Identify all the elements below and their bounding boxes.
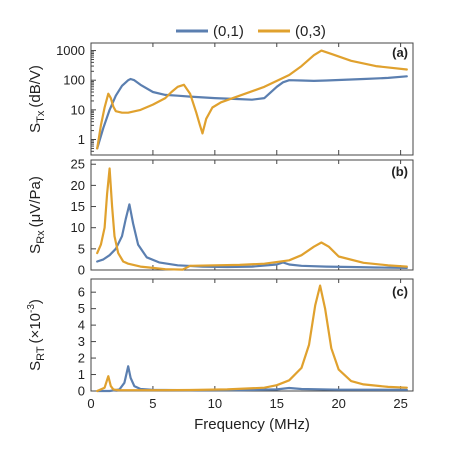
panel-b: 0 5 10 15 20 25 (b) SRx(μV/Pa) xyxy=(27,157,414,278)
panel-c-y-tick-label: 1 xyxy=(78,367,85,382)
panel-b-y-tick-label: 0 xyxy=(78,263,85,278)
panel-b-y-tick-label: 20 xyxy=(71,178,85,193)
panel-b-y-tick-label: 5 xyxy=(78,241,85,256)
x-tick-label: 20 xyxy=(331,396,345,411)
panel-a-series-0-1-line xyxy=(96,75,408,150)
panel-b-y-ticks: 0 5 10 15 20 25 xyxy=(71,157,96,278)
panel-c-y-tick-label: 3 xyxy=(78,334,85,349)
panel-b-series-0-3-line xyxy=(96,167,408,271)
panel-c-lines xyxy=(96,284,408,393)
x-tick-label: 10 xyxy=(208,396,222,411)
panel-c-y-tick-label: 5 xyxy=(78,301,85,316)
panel-c-y-ticks: 0 12 34 56 xyxy=(78,285,96,399)
panel-b-y-tick-label: 25 xyxy=(71,157,85,172)
panel-b-y-tick-label: 15 xyxy=(71,199,85,214)
panel-c-y-axis-label: SRT(×10-3) xyxy=(26,299,47,371)
panel-a: 1 10 100 1000 (a) STx(dB/V) xyxy=(27,42,414,156)
panel-a-x-ticks xyxy=(90,43,402,155)
panel-a-frame xyxy=(90,42,414,156)
panel-c-y-tick-label: 0 xyxy=(78,384,85,399)
panel-c-tag: (c) xyxy=(392,284,408,299)
panel-a-y-tick-label: 1 xyxy=(78,132,85,147)
legend: (0,1) (0,3) xyxy=(176,23,326,40)
panel-c-frame xyxy=(90,278,414,392)
panel-c-y-tick-label: 4 xyxy=(78,318,85,333)
x-tick-label: 0 xyxy=(87,396,94,411)
x-tick-label: 25 xyxy=(393,396,407,411)
panel-a-y-axis-label: STx(dB/V) xyxy=(27,65,47,133)
panel-a-tag: (a) xyxy=(392,45,408,60)
x-axis-label: Frequency (MHz) xyxy=(194,416,310,433)
panel-b-y-axis-label: SRx(μV/Pa) xyxy=(27,176,47,254)
panel-b-series-0-1-line xyxy=(96,203,408,269)
panel-a-y-ticks: 1 10 100 1000 xyxy=(56,43,96,156)
panel-a-y-tick-label: 1000 xyxy=(56,43,85,58)
x-tick-label: 5 xyxy=(149,396,156,411)
x-tick-label: 15 xyxy=(270,396,284,411)
panel-b-tag: (b) xyxy=(391,164,408,179)
panel-b-lines xyxy=(96,167,408,271)
panel-c-y-tick-label: 6 xyxy=(78,285,85,300)
legend-label-0-3: (0,3) xyxy=(295,23,326,40)
legend-label-0-1: (0,1) xyxy=(213,23,244,40)
panel-b-frame xyxy=(90,159,414,271)
panel-b-x-ticks xyxy=(90,160,402,270)
panel-a-series-0-3-line xyxy=(96,49,408,150)
panel-a-y-tick-label: 10 xyxy=(71,102,85,117)
panel-c-y-tick-label: 2 xyxy=(78,351,85,366)
panel-a-lines xyxy=(96,49,408,150)
panel-c-x-ticks: 0 5 10 15 20 25 xyxy=(87,279,408,411)
panel-a-y-tick-label: 100 xyxy=(63,73,85,88)
panel-c-series-0-3-line xyxy=(96,284,408,393)
panel-b-y-tick-label: 10 xyxy=(71,220,85,235)
